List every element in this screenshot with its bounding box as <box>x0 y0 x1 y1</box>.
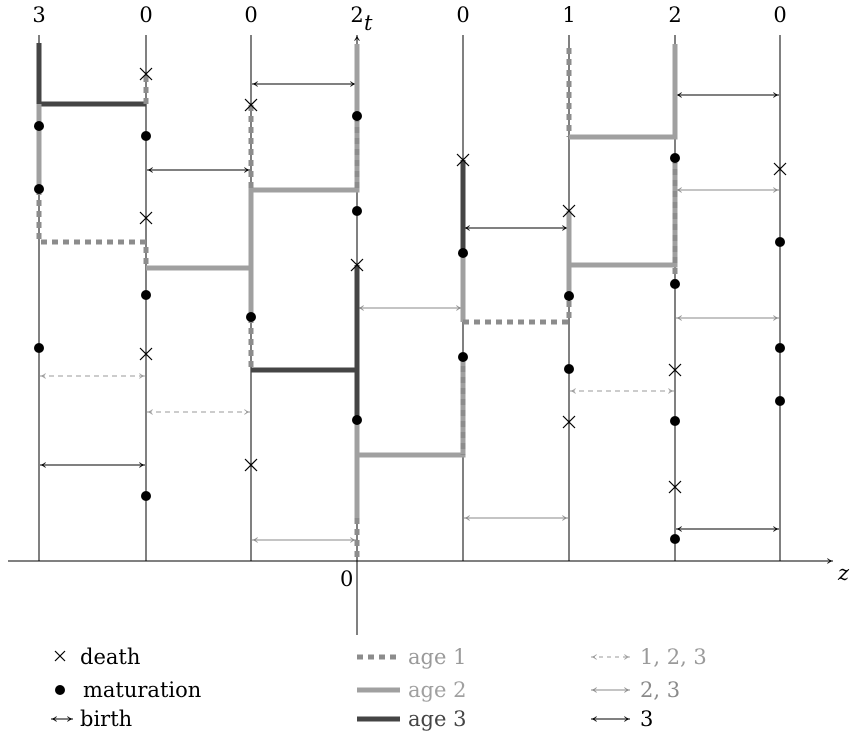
maturation-dot <box>458 352 468 362</box>
maturation-dot <box>670 416 680 426</box>
site-label: 0 <box>139 3 152 27</box>
maturation-dot <box>564 364 574 374</box>
death-cross <box>668 480 682 494</box>
death-cross <box>350 258 364 272</box>
death-legend-icon <box>54 650 66 662</box>
maturation-dot <box>352 111 362 121</box>
death-cross <box>139 67 153 81</box>
origin-label: 0 <box>340 567 353 591</box>
site-label: 0 <box>773 3 786 27</box>
legend-death-label: death <box>80 645 140 669</box>
maturation-dot <box>775 343 785 353</box>
maturation-dot <box>34 343 44 353</box>
maturation-dot <box>352 206 362 216</box>
legend-age1-label: age 1 <box>408 645 466 669</box>
lineage-age3 <box>36 43 146 107</box>
death-cross <box>562 204 576 218</box>
maturation-legend-icon <box>55 685 65 695</box>
birth-arrows <box>39 81 780 543</box>
death-cross <box>244 458 258 472</box>
maturation-dot <box>775 237 785 247</box>
maturation-dots <box>34 111 785 544</box>
legend-age3-label: age 3 <box>408 707 466 731</box>
legend-arrow-3-label: 3 <box>640 707 653 731</box>
maturation-dot <box>775 396 785 406</box>
lineage-age3 <box>251 265 360 373</box>
maturation-dot <box>564 291 574 301</box>
legend-arrow-23-label: 2, 3 <box>640 678 680 702</box>
maturation-dot <box>458 248 468 258</box>
maturation-dot <box>246 312 256 322</box>
lineages <box>36 43 678 561</box>
site-labels: 3 0 0 2 0 1 2 0 <box>32 3 786 27</box>
death-cross <box>773 162 787 176</box>
death-cross <box>668 363 682 377</box>
legend-arrow-123-label: 1, 2, 3 <box>640 645 707 669</box>
maturation-dot <box>670 279 680 289</box>
site-label: 0 <box>244 3 257 27</box>
maturation-dot <box>34 184 44 194</box>
death-cross <box>244 98 258 112</box>
lineage-age2 <box>569 158 678 268</box>
maturation-dot <box>352 415 362 425</box>
maturation-dot <box>141 290 151 300</box>
death-cross <box>456 153 470 167</box>
lineage-age2 <box>357 355 466 458</box>
legend: death maturation birth age 1 age 2 age 3… <box>50 645 707 731</box>
site-label: 2 <box>668 3 681 27</box>
site-lines <box>38 35 781 561</box>
death-cross <box>562 415 576 429</box>
lineage-age2 <box>569 44 678 140</box>
time-axis-label: t <box>364 11 373 35</box>
maturation-dot <box>670 153 680 163</box>
site-label: 2 <box>350 3 363 27</box>
lineage-age1 <box>463 296 572 325</box>
maturation-dot <box>34 121 44 131</box>
death-marks <box>139 67 787 494</box>
death-cross <box>139 347 153 361</box>
death-cross <box>139 211 153 225</box>
lineage-age1 <box>36 189 149 268</box>
maturation-dot <box>141 131 151 141</box>
legend-age2-label: age 2 <box>408 678 466 702</box>
site-label: 1 <box>562 3 575 27</box>
maturation-dot <box>141 491 151 501</box>
site-label: 3 <box>32 3 45 27</box>
legend-maturation-label: maturation <box>83 678 201 702</box>
legend-birth-label: birth <box>80 707 132 731</box>
site-label: 0 <box>456 3 469 27</box>
maturation-dot <box>670 534 680 544</box>
space-axis-label: z <box>837 561 850 585</box>
